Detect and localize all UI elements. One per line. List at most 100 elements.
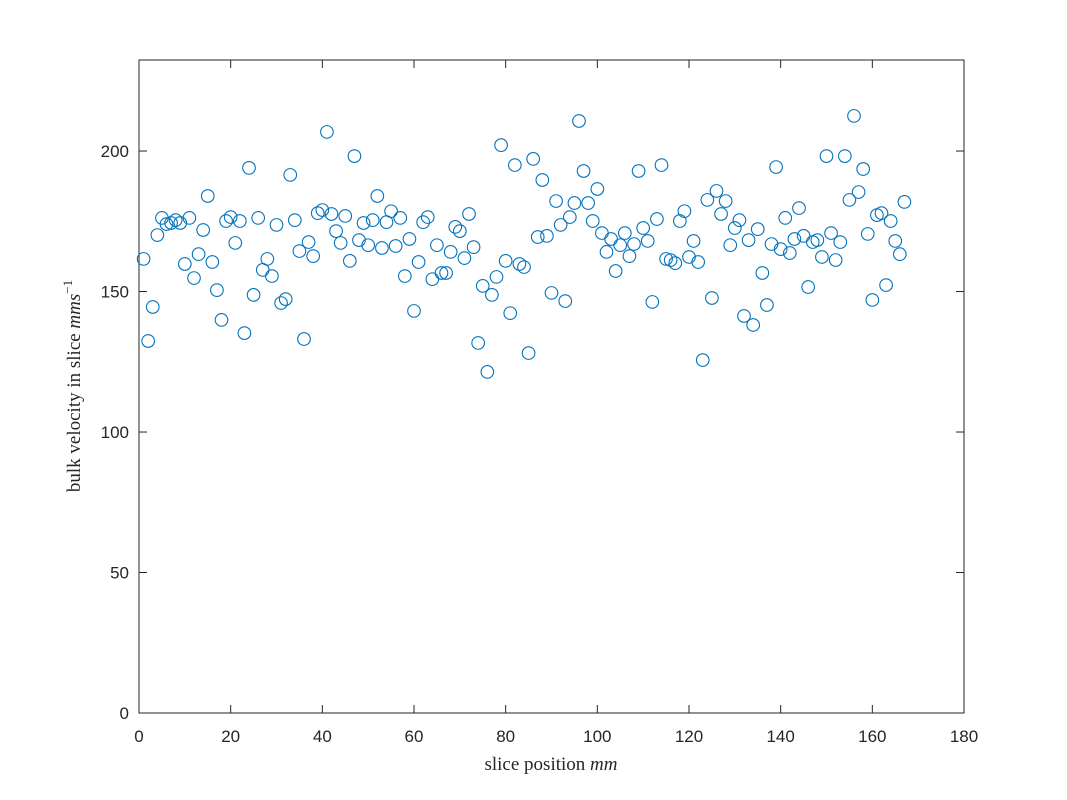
point — [430, 238, 444, 253]
point — [691, 255, 706, 269]
point — [750, 222, 765, 237]
point — [535, 173, 550, 187]
point — [425, 272, 440, 287]
point — [521, 346, 536, 360]
point — [572, 114, 586, 128]
point — [278, 292, 293, 306]
x-tick-label: 100 — [583, 727, 611, 746]
point — [251, 211, 266, 225]
y-label-unit: mms — [64, 294, 85, 329]
point — [787, 232, 802, 246]
point — [471, 336, 486, 350]
point — [228, 236, 243, 250]
point — [856, 162, 871, 176]
point — [397, 269, 412, 283]
point — [338, 209, 353, 223]
point — [819, 149, 834, 163]
y-tick-label: 100 — [101, 423, 129, 442]
point — [892, 247, 907, 262]
point — [718, 194, 733, 208]
point — [677, 204, 692, 219]
point — [512, 257, 527, 271]
point — [361, 238, 376, 253]
point — [187, 271, 201, 285]
point — [672, 214, 687, 228]
point — [567, 196, 582, 210]
point — [801, 280, 816, 294]
point — [475, 279, 490, 293]
point — [558, 294, 573, 308]
x-tick-label: 0 — [134, 727, 143, 746]
point — [530, 230, 545, 244]
point — [847, 109, 861, 123]
point — [237, 326, 252, 340]
point — [760, 298, 774, 312]
point — [388, 239, 403, 253]
x-tick-label: 120 — [675, 727, 703, 746]
point — [860, 227, 875, 241]
point — [150, 228, 165, 242]
point — [420, 210, 435, 224]
point — [210, 283, 224, 297]
point — [714, 207, 728, 221]
point — [310, 206, 325, 220]
point — [402, 232, 417, 246]
point — [631, 164, 646, 178]
point — [507, 158, 522, 172]
point — [700, 193, 715, 207]
x-label-unit: mm — [590, 754, 617, 775]
point — [636, 221, 651, 235]
point — [274, 296, 288, 310]
point — [668, 256, 683, 270]
y-tick-label: 200 — [101, 142, 129, 161]
x-tick-label: 40 — [313, 727, 332, 746]
point — [773, 242, 788, 256]
point — [590, 182, 605, 196]
point — [503, 306, 518, 321]
y-tick-label: 0 — [120, 704, 129, 723]
point — [682, 250, 696, 264]
point — [356, 216, 371, 230]
point — [485, 288, 499, 302]
point — [828, 253, 843, 267]
point — [792, 201, 806, 215]
point — [329, 224, 343, 238]
point — [842, 193, 857, 207]
x-axis-label: slice position mm — [484, 754, 617, 775]
point — [604, 232, 618, 246]
point — [879, 278, 893, 292]
point — [246, 288, 261, 302]
point — [709, 184, 724, 198]
point — [219, 214, 233, 228]
point — [416, 215, 431, 229]
point — [292, 244, 307, 258]
point — [223, 210, 238, 224]
axes-box — [138, 59, 965, 714]
point — [897, 195, 912, 209]
point — [585, 214, 600, 228]
point — [778, 211, 793, 225]
point — [622, 249, 637, 263]
point — [205, 255, 220, 269]
point — [640, 234, 655, 248]
point — [320, 125, 334, 139]
point — [283, 168, 298, 182]
point — [347, 149, 362, 163]
point — [173, 216, 188, 230]
point — [595, 226, 609, 240]
point — [663, 253, 678, 267]
point — [865, 293, 880, 307]
point — [737, 309, 751, 323]
point — [815, 250, 829, 264]
point — [796, 229, 811, 243]
point — [480, 365, 495, 379]
point — [141, 334, 156, 348]
point — [599, 245, 614, 259]
point — [384, 204, 398, 219]
point — [411, 255, 426, 269]
point — [540, 229, 554, 243]
x-label-text: slice position — [484, 754, 585, 775]
y-label-exponent: −1 — [60, 280, 75, 294]
point — [448, 220, 463, 234]
